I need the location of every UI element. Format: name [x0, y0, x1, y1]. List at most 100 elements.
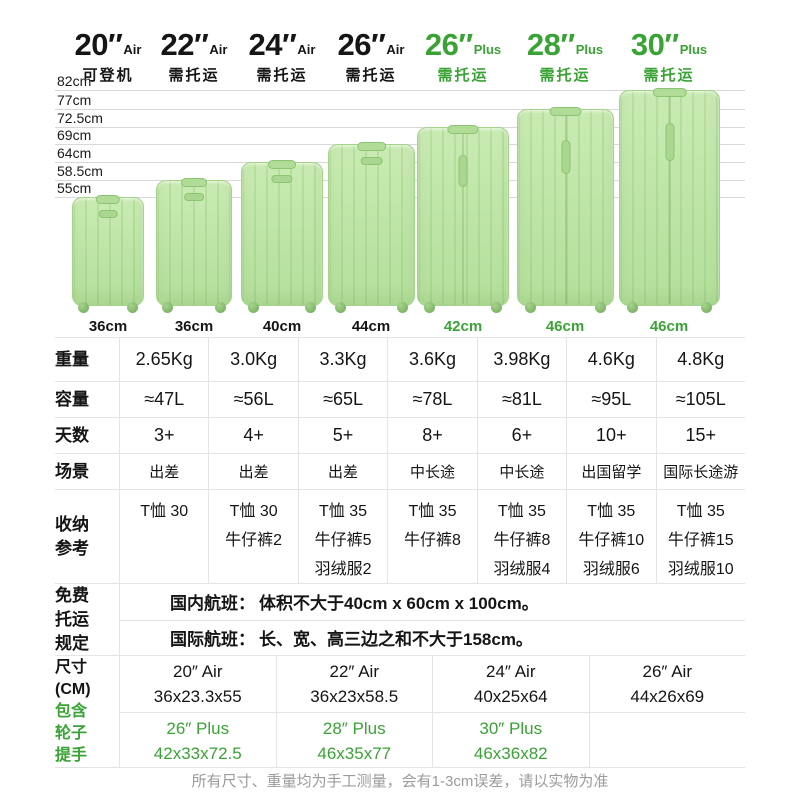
model-size: 30″	[630, 27, 679, 62]
height-label: 72.5cm	[57, 110, 103, 126]
dims-cell-28-plus: 28″ Plus 46x35x77	[275, 712, 432, 768]
model-header-24-air: 24″ Air 需托运	[217, 24, 347, 85]
model-series: Plus	[679, 42, 708, 57]
height-label: 82cm	[57, 73, 92, 89]
case-seam	[668, 92, 671, 304]
model-header-26-air: 26″ Air 需托运	[306, 24, 436, 85]
model-size: 20″	[74, 27, 123, 62]
scenario-cell: 出差	[297, 454, 387, 489]
wheel-icon	[397, 302, 409, 313]
model-header-28-plus: 28″ Plus 需托运	[500, 24, 630, 85]
days-cell: 6+	[476, 418, 566, 453]
dims-cell-24-air: 24″ Air 40x25x64	[432, 656, 589, 712]
front-handle-icon	[458, 154, 468, 187]
model-series: Air	[123, 42, 142, 57]
wheel-icon	[334, 302, 346, 313]
rule-prefix: 国内航班：	[170, 594, 255, 614]
model-note: 需托运	[345, 67, 397, 84]
row-label-text: 收纳 参考	[55, 514, 89, 558]
baggage-rule-international: 国际航班： 长、宽、高三边之和不大于158cm。	[120, 619, 745, 656]
packing-cell: T恤 30	[119, 490, 208, 583]
row-label: 天数	[55, 425, 89, 445]
model-title: 26″ Plus	[398, 24, 528, 60]
row-scenario: 场景 出差 出差 出差 中长途 中长途 出国留学 国际长途游	[55, 453, 745, 489]
rule-text: 长、宽、高三边之和不大于158cm。	[259, 630, 533, 650]
front-handle-icon	[184, 193, 204, 201]
days-cell: 10+	[566, 418, 655, 453]
carry-handle-icon	[181, 178, 207, 187]
capacity-cell: ≈78L	[387, 382, 476, 417]
dims-name: 26″ Plus	[166, 718, 230, 738]
front-handle-icon	[360, 157, 383, 165]
weight-cell: 2.65Kg	[119, 338, 208, 381]
model-title: 24″ Air	[217, 24, 347, 60]
rule-text: 体积不大于40cm x 60cm x 100cm。	[259, 594, 539, 614]
weight-cell: 4.6Kg	[566, 338, 655, 381]
suitcase-22-air	[156, 178, 232, 313]
dims-name: 28″ Plus	[322, 718, 386, 738]
front-handle-icon	[665, 123, 674, 162]
dims-name: 30″ Plus	[479, 718, 543, 738]
model-size: 26″	[337, 27, 386, 62]
width-label: 46cm	[545, 318, 585, 335]
wheel-icon	[524, 302, 536, 313]
model-title: 20″ Air	[43, 24, 173, 60]
width-label: 42cm	[443, 318, 483, 335]
row-days: 天数 3+ 4+ 5+ 8+ 6+ 10+ 15+	[55, 417, 745, 453]
model-note: 需托运	[168, 67, 220, 84]
suitcase-26-air	[328, 142, 415, 313]
suitcase-26-plus	[417, 125, 509, 313]
dims-cell-26-air: 26″ Air 44x26x69	[588, 656, 746, 712]
height-label: 77cm	[57, 92, 92, 108]
width-label: 36cm	[88, 318, 128, 335]
disclaimer-text: 所有尺寸、重量均为手工测量，会有1-3cm误差，请以实物为准	[191, 773, 609, 790]
packing-cell: T恤 35 牛仔裤5 羽绒服2	[297, 490, 387, 583]
suitcase-30-plus	[619, 88, 720, 313]
height-label: 64cm	[57, 145, 92, 161]
case-seam	[462, 129, 464, 304]
carry-handle-icon	[356, 142, 387, 151]
row-label-text: 免费 托运 规定	[55, 585, 89, 653]
dims-name: 22″ Air	[329, 662, 380, 681]
model-header-30-plus: 30″ Plus 需托运	[604, 24, 734, 85]
packing-text: T恤 30 牛仔裤2	[225, 503, 283, 549]
wheel-icon	[627, 302, 639, 313]
wheel-icon	[700, 302, 712, 313]
model-size: 26″	[424, 27, 473, 62]
dims-cell-empty	[588, 712, 745, 768]
packing-text: T恤 30	[140, 503, 189, 520]
baggage-rules: 国内航班： 体积不大于40cm x 60cm x 100cm。 国际航班： 长、…	[119, 584, 745, 655]
height-line-82: 82cm	[55, 73, 745, 91]
packing-text: T恤 35 牛仔裤8	[404, 503, 461, 549]
capacity-cell: ≈81L	[476, 382, 566, 417]
wheel-icon	[162, 302, 174, 313]
days-cell: 15+	[655, 418, 745, 453]
model-series: Air	[386, 42, 405, 57]
dims-value: 42x33x72.5	[153, 743, 242, 763]
model-header-26-plus: 26″ Plus 需托运	[398, 24, 528, 85]
carry-handle-icon	[447, 125, 479, 134]
width-label: 46cm	[649, 318, 689, 335]
wheel-icon	[305, 302, 317, 313]
model-size: 24″	[248, 27, 297, 62]
dims-name: 24″ Air	[486, 662, 536, 681]
days-cell: 5+	[297, 418, 387, 453]
scenario-cell: 中长途	[476, 454, 566, 489]
capacity-cell: ≈95L	[566, 382, 655, 417]
height-label: 69cm	[57, 127, 92, 143]
model-size: 28″	[526, 27, 575, 62]
dimensions-grid: 20″ Air 36x23.3x55 22″ Air 36x23x58.5 24…	[119, 656, 746, 768]
dims-label-green: 包含 轮子 提手	[55, 702, 88, 764]
dims-cell-20-air: 20″ Air 36x23.3x55	[119, 656, 276, 712]
height-label: 58.5cm	[57, 163, 103, 179]
packing-cell: T恤 30 牛仔裤2	[208, 490, 297, 583]
packing-cell: T恤 35 牛仔裤10 羽绒服6	[566, 490, 655, 583]
front-handle-icon	[271, 175, 293, 183]
scenario-cell: 国际长途游	[655, 454, 745, 489]
height-line-77: 77cm	[55, 92, 745, 110]
capacity-cell: ≈56L	[208, 382, 297, 417]
model-header-22-air: 22″ Air 需托运	[129, 24, 259, 85]
suitcase-body	[328, 144, 415, 306]
carry-handle-icon	[652, 88, 687, 97]
wheel-icon	[424, 302, 436, 313]
